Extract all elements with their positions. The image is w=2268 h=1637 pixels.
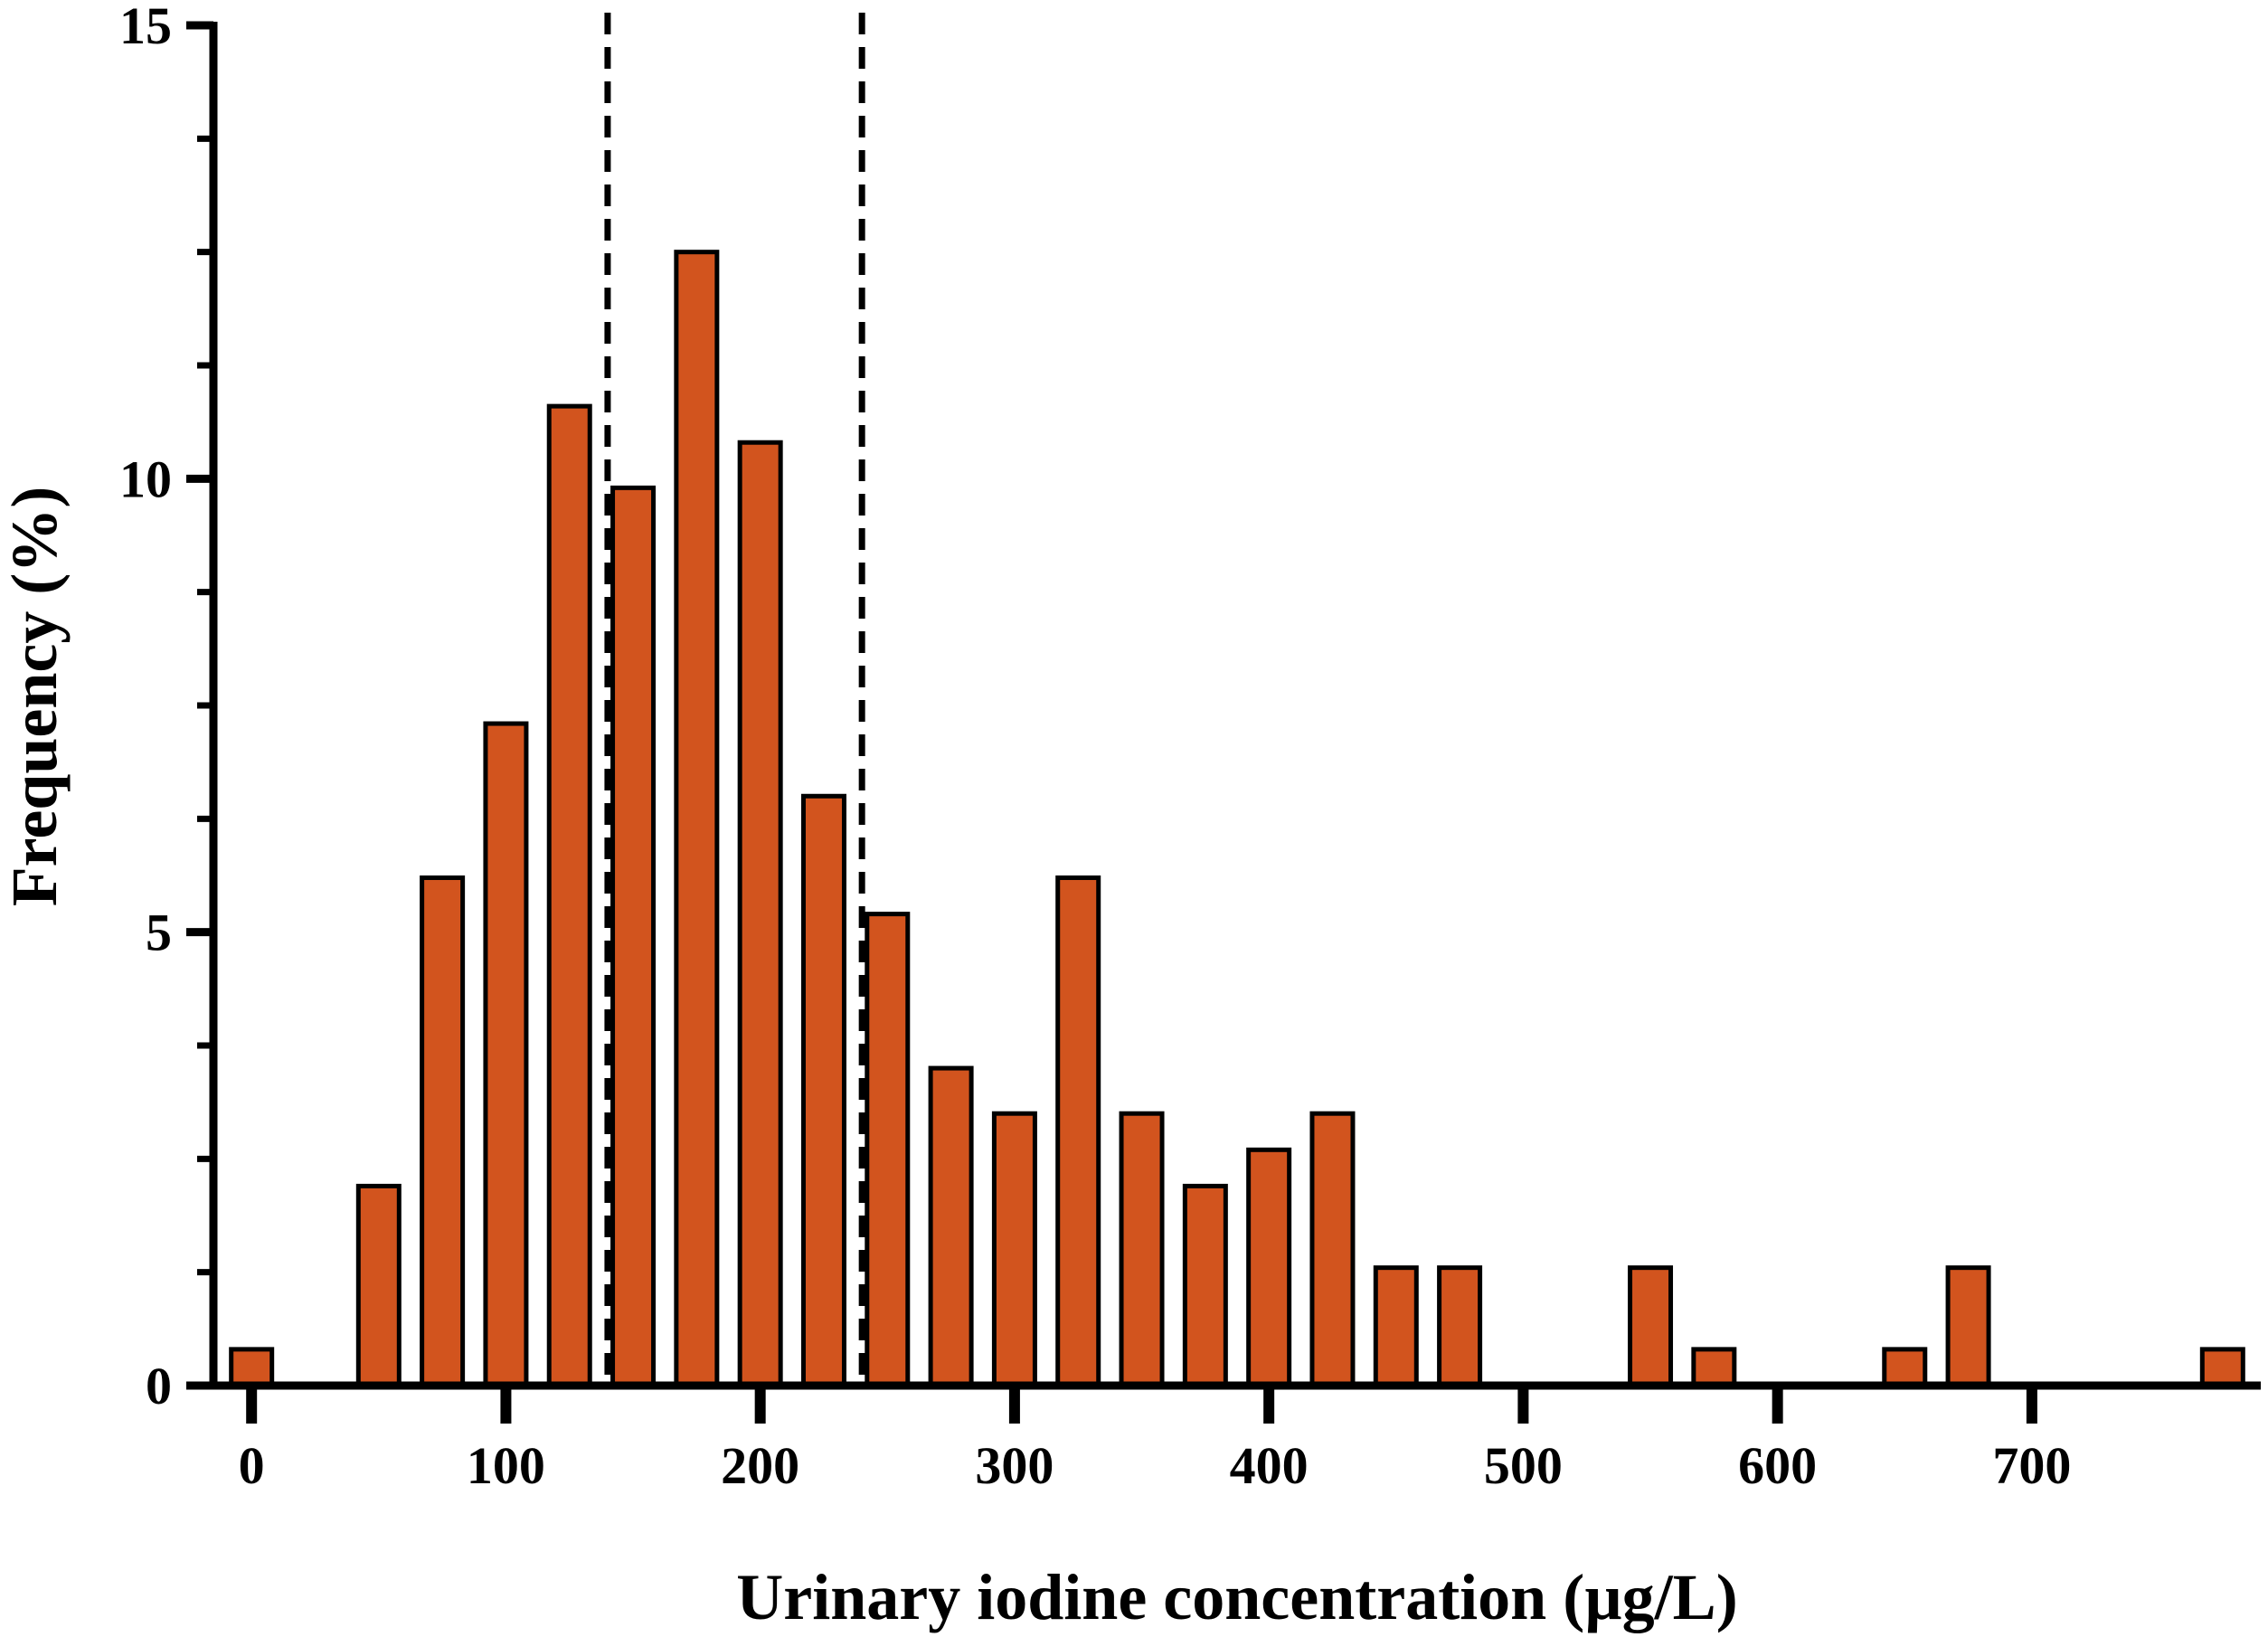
axes [186, 21, 2261, 1424]
histogram-bar [2199, 1347, 2245, 1388]
histogram-bar [546, 403, 592, 1388]
histogram-bar [610, 485, 657, 1388]
histogram-bar [1119, 1111, 1165, 1388]
histogram-bar [1437, 1265, 1483, 1388]
x-tick-label: 300 [975, 1436, 1054, 1495]
x-axis-title: Urinary iodine concentration (µg/L) [736, 1561, 1737, 1633]
histogram-bar [1246, 1147, 1292, 1388]
histogram-bar [1882, 1347, 1928, 1388]
y-tick-label: 5 [146, 904, 172, 962]
y-tick-label: 10 [119, 449, 172, 508]
histogram-bar [737, 440, 783, 1388]
histogram-bar [1945, 1265, 1991, 1388]
histogram-bar [928, 1065, 974, 1388]
y-tick-labels: 0 5 10 15 [119, 0, 172, 1415]
histogram-bar [674, 250, 720, 1388]
histogram-bar [991, 1111, 1037, 1388]
histogram-bar [483, 721, 529, 1388]
histogram-bar [1309, 1111, 1356, 1388]
histogram-bar [865, 912, 911, 1388]
histogram-bar [229, 1347, 275, 1388]
x-tick-labels: 0 100 200 300 400 500 600 700 [239, 1436, 2072, 1495]
histogram-bar [1691, 1347, 1737, 1388]
x-tick-label: 600 [1738, 1436, 1817, 1495]
histogram-bar [1182, 1183, 1228, 1388]
histogram-bar [1055, 875, 1101, 1388]
histogram-bar [355, 1183, 402, 1388]
histogram-bar [1373, 1265, 1419, 1388]
x-tick-label: 400 [1230, 1436, 1309, 1495]
y-tick-label: 0 [146, 1357, 172, 1415]
histogram-bar [420, 875, 466, 1388]
histogram-bar [1628, 1265, 1674, 1388]
y-tick-label: 15 [119, 0, 172, 55]
reference-lines [604, 13, 865, 1386]
x-tick-label: 500 [1484, 1436, 1563, 1495]
bars [229, 250, 2245, 1388]
histogram-bar [800, 793, 846, 1388]
y-axis-title: Frequency (%) [0, 487, 71, 907]
x-tick-label: 0 [239, 1436, 265, 1495]
x-tick-label: 100 [467, 1436, 545, 1495]
x-tick-label: 200 [721, 1436, 799, 1495]
x-tick-label: 700 [1992, 1436, 2071, 1495]
